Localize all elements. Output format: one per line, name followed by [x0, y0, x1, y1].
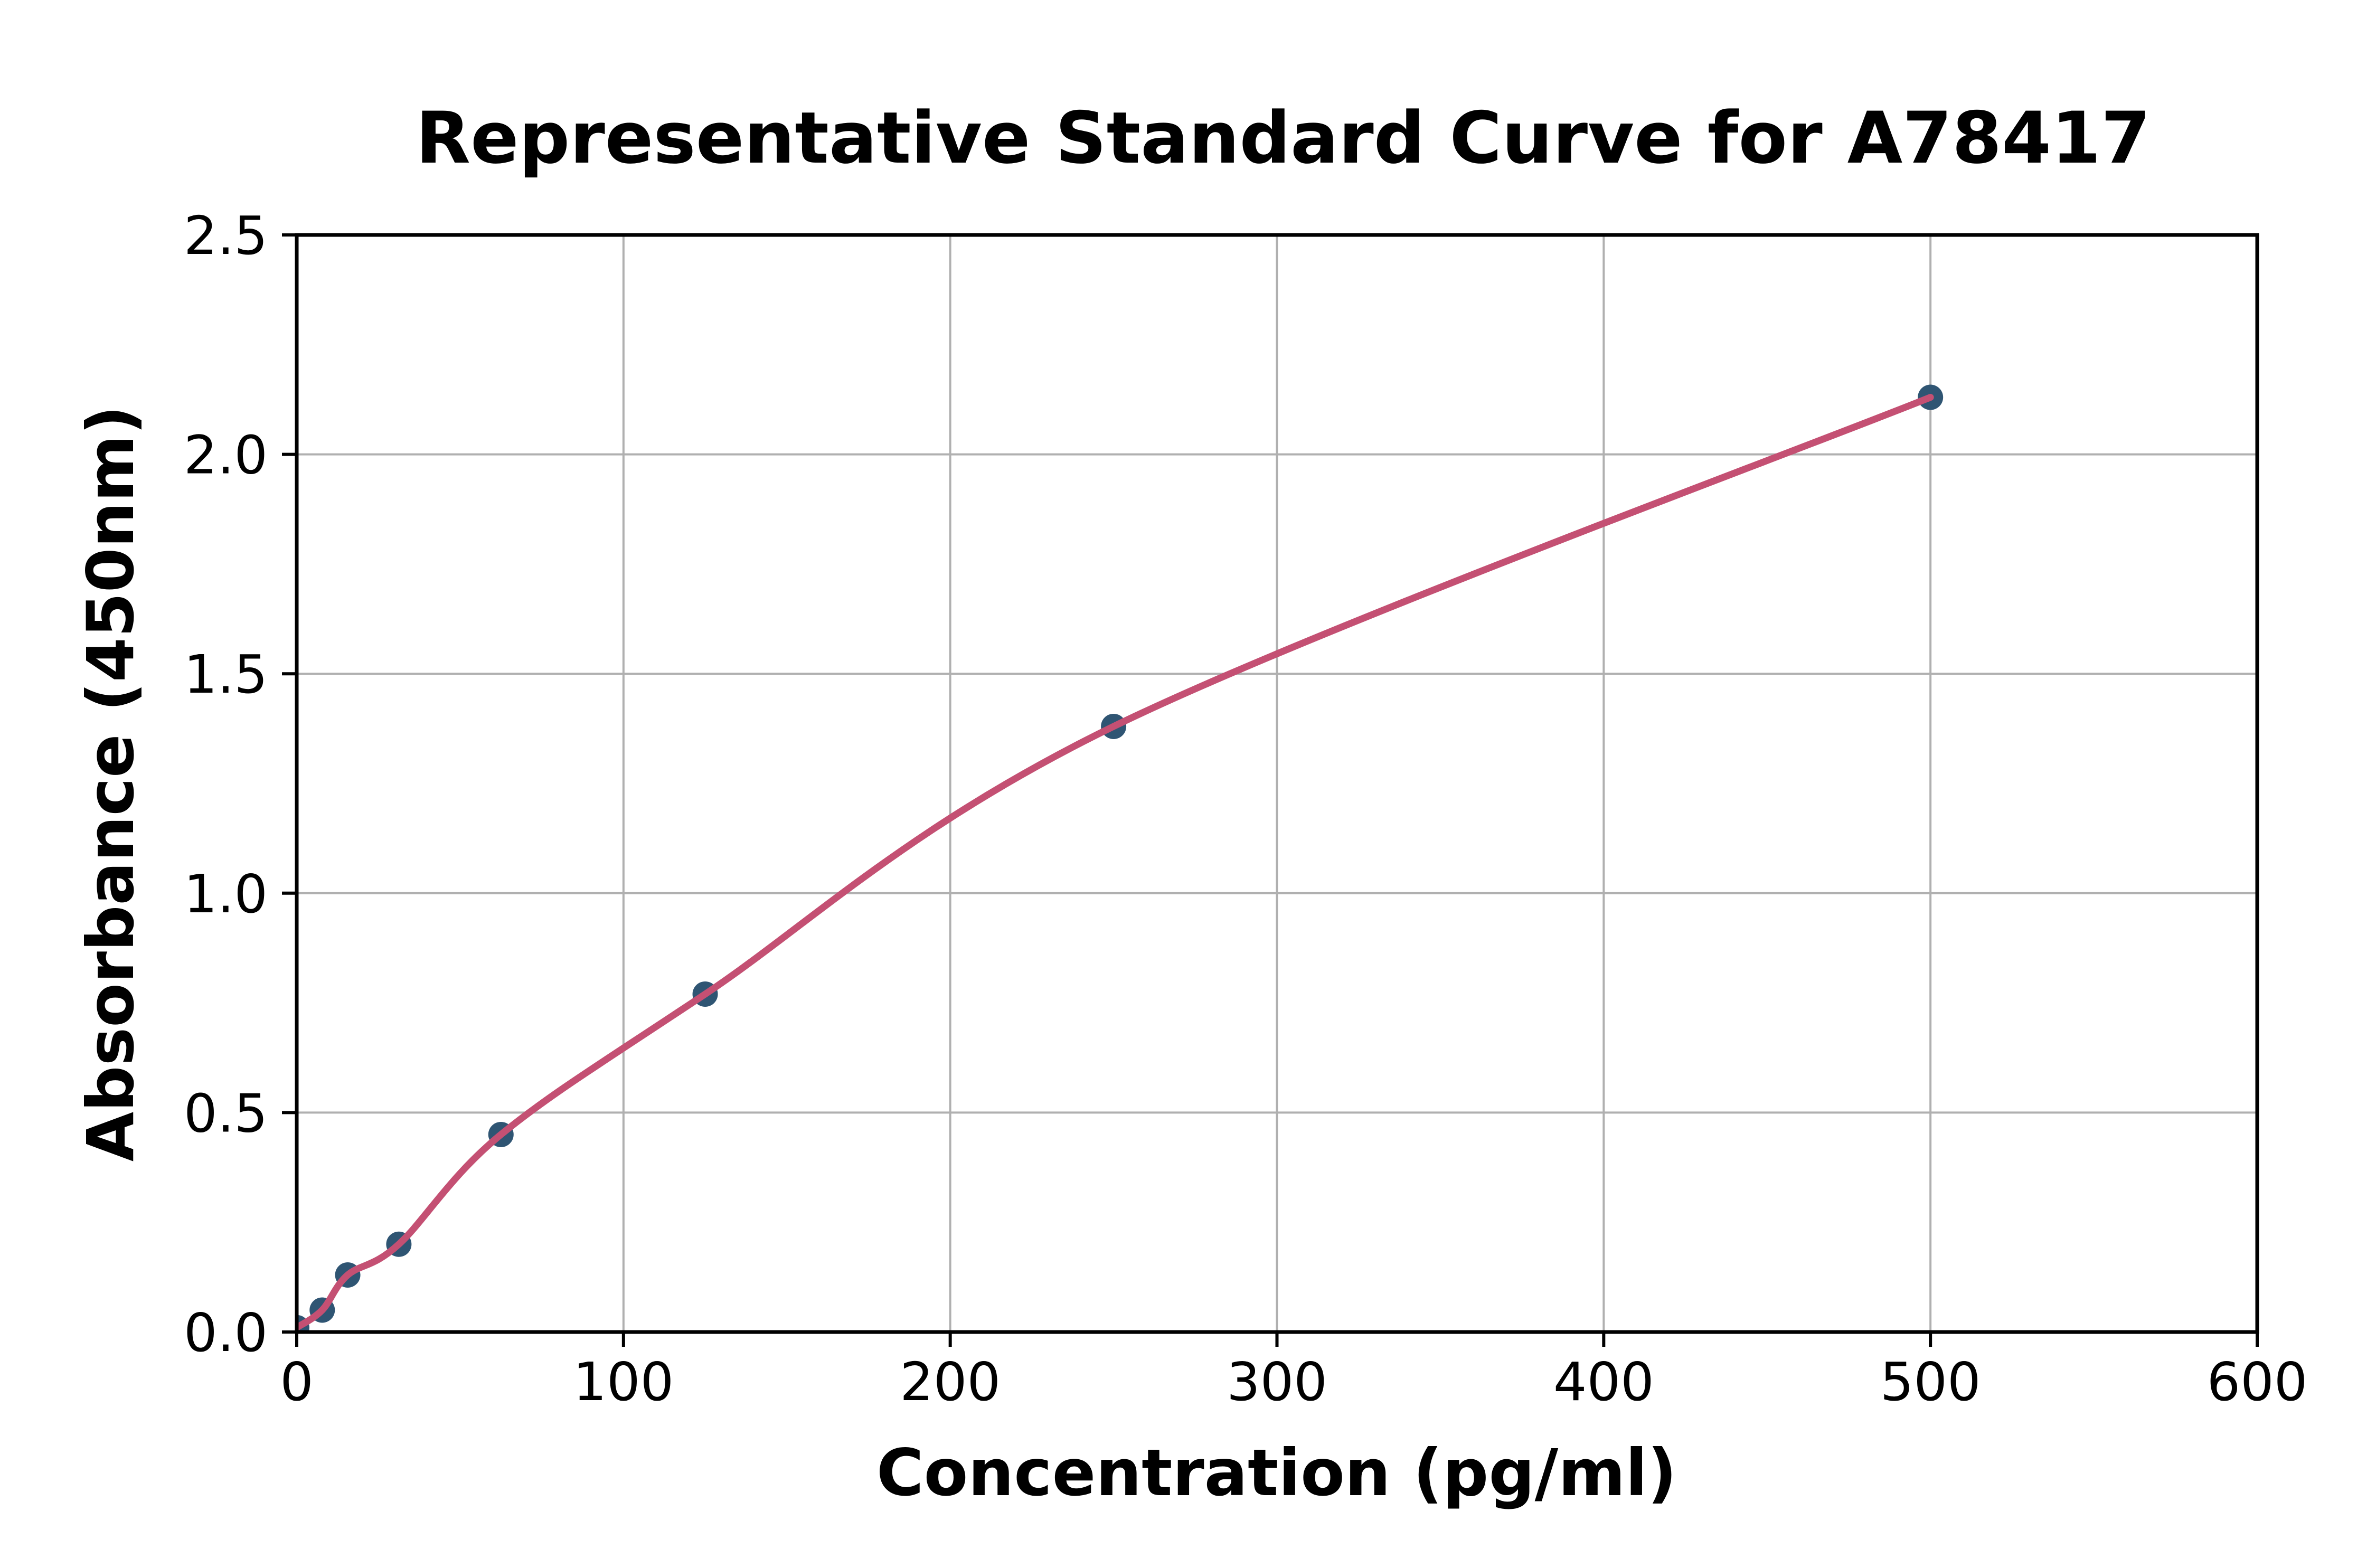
x-axis-label: Concentration (pg/ml) — [876, 1435, 1677, 1510]
y-tick-label: 1.5 — [184, 644, 268, 705]
x-tick-label: 0 — [280, 1351, 314, 1413]
axes-layer — [282, 233, 2259, 1347]
x-tick-label: 100 — [573, 1351, 674, 1413]
data-layer — [297, 384, 1944, 1332]
y-tick-label: 2.5 — [184, 205, 268, 267]
y-tick-label: 1.0 — [184, 863, 268, 925]
fit-curve — [297, 394, 1934, 1331]
x-tick-label: 300 — [1227, 1351, 1327, 1413]
y-tick-label: 0.0 — [184, 1302, 268, 1364]
x-tick-label: 500 — [1880, 1351, 1981, 1413]
grid-layer — [296, 234, 2258, 1333]
x-tick-label: 600 — [2207, 1351, 2308, 1413]
y-tick-label: 2.0 — [184, 424, 268, 486]
x-tick-label: 400 — [1553, 1351, 1654, 1413]
tick-label-layer: 0 100 200 300 400 500 600 0.0 0.5 1.0 1.5 2.0 2.5 — [184, 205, 2307, 1413]
x-tick-label: 200 — [900, 1351, 1001, 1413]
y-axis-label: Absorbance (450nm) — [73, 405, 148, 1162]
y-tick-label: 0.5 — [184, 1082, 268, 1144]
chart-title: Representative Standard Curve for A78417 — [416, 97, 2151, 180]
